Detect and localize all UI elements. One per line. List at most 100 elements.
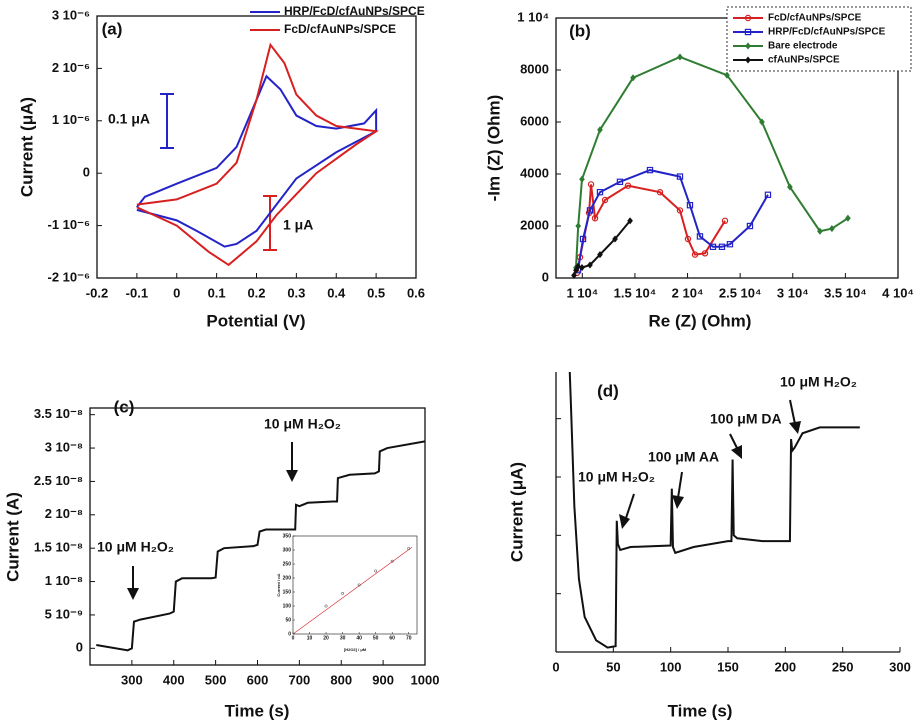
annotation: 10 μM H₂O₂ (780, 374, 857, 390)
y-tick-label: 4000 (520, 165, 549, 180)
x-tick-label: 40 (356, 635, 362, 641)
data-point (624, 182, 632, 189)
series-line (96, 440, 425, 652)
x-tick-label: 3.5 10⁴ (824, 285, 867, 300)
x-axis-title: Re (Z) (Ohm) (649, 311, 752, 330)
data-point (591, 214, 599, 222)
x-tick-label: 70 (406, 635, 412, 641)
x-tick-label: 150 (717, 659, 739, 674)
data-point (390, 559, 394, 563)
x-tick-label: 300 (889, 659, 911, 674)
data-point (656, 188, 664, 196)
y-tick-label: 5 10⁻⁹ (45, 606, 83, 621)
y-tick-label: 2000 (520, 217, 549, 232)
y-axis-title: Current (μA) (507, 462, 526, 562)
data-point (324, 604, 328, 608)
panel-label: (c) (114, 397, 135, 416)
series-line (136, 42, 379, 267)
x-tick-label: 0 (173, 285, 180, 300)
data-point (724, 71, 730, 79)
data-point (696, 233, 704, 240)
data-point (575, 262, 581, 270)
x-tick-label: 1000 (411, 672, 440, 687)
x-tick-label: 0.3 (287, 285, 305, 300)
y-tick-label: 100 (283, 603, 292, 609)
scale-bar (160, 93, 174, 149)
legend-marker (744, 14, 752, 22)
annotation: 10 μM H₂O₂ (578, 469, 655, 485)
data-point (573, 266, 579, 274)
data-point (701, 250, 709, 257)
y-tick-label: 3 10⁻⁶ (52, 7, 90, 22)
series-line (568, 372, 860, 649)
y-tick-label: 150 (283, 589, 292, 595)
y-tick-label: 3.5 10⁻⁸ (34, 406, 83, 421)
y-axis-title: Current (μA) (17, 97, 36, 197)
legend-label: FcD/cfAuNPs/SPCE (284, 22, 396, 36)
y-axis-title: Current / nA (276, 573, 281, 596)
data-point (691, 251, 699, 258)
y-tick-label: 350 (283, 533, 292, 539)
data-point (597, 126, 603, 134)
x-tick-label: 50 (606, 659, 620, 674)
data-point (341, 591, 345, 595)
legend-label: cfAuNPs/SPCE (768, 55, 840, 66)
x-tick-label: 30 (340, 635, 346, 641)
annotation: 100 μM AA (648, 449, 719, 465)
data-point (587, 261, 593, 269)
data-point (726, 241, 734, 248)
y-tick-label: -2 10⁻⁶ (48, 269, 90, 284)
panel-label: (d) (597, 381, 619, 400)
series-line (293, 546, 413, 634)
data-point (579, 264, 585, 272)
x-tick-label: -0.1 (126, 285, 148, 300)
legend-marker (745, 42, 751, 50)
y-tick-label: 2.5 10⁻⁸ (34, 473, 83, 488)
x-tick-label: 50 (373, 635, 379, 641)
x-tick-label: 2.5 10⁴ (719, 285, 762, 300)
data-point (721, 217, 729, 224)
y-tick-label: 2 10⁻⁸ (45, 506, 83, 521)
x-tick-label: 0 (292, 635, 295, 641)
y-tick-label: 3 10⁻⁸ (45, 439, 83, 454)
x-tick-label: 0.6 (407, 285, 425, 300)
x-tick-label: 600 (247, 672, 269, 687)
plot-frame (292, 535, 418, 635)
data-point (596, 189, 604, 196)
data-point (677, 53, 683, 61)
y-axis-title: -Im (Z) (Ohm) (484, 95, 503, 202)
data-point (627, 217, 633, 225)
y-tick-label: 0 (288, 631, 291, 637)
legend-label: HRP/FcD/cfAuNPs/SPCE (284, 4, 425, 18)
x-tick-label: 2 10⁴ (672, 285, 704, 300)
data-point (845, 214, 851, 222)
legend-label: FcD/cfAuNPs/SPCE (768, 13, 862, 24)
data-point (407, 547, 411, 551)
y-tick-label: 250 (283, 561, 292, 567)
annotation: 100 μM DA (710, 411, 782, 427)
x-axis-title: Potential (V) (206, 311, 305, 330)
x-tick-label: 10 (307, 635, 313, 641)
y-tick-label: 300 (283, 547, 292, 553)
data-point (709, 243, 717, 250)
x-tick-label: 4 10⁴ (882, 285, 914, 300)
x-tick-label: 0 (552, 659, 559, 674)
x-tick-label: 60 (389, 635, 395, 641)
data-point (579, 175, 585, 183)
y-tick-label: 50 (285, 617, 291, 623)
series-line (136, 74, 378, 248)
panel-label: (a) (102, 19, 123, 38)
data-point (630, 74, 636, 82)
x-axis-title: [H2O2] / μM (344, 647, 367, 652)
y-tick-label: 1.5 10⁻⁸ (34, 540, 83, 555)
data-point (374, 569, 378, 573)
x-tick-label: 400 (163, 672, 185, 687)
legend-label: Bare electrode (768, 41, 838, 52)
y-tick-label: 0 (76, 640, 83, 655)
x-tick-label: 0.5 (367, 285, 385, 300)
x-tick-label: 900 (372, 672, 394, 687)
data-point (575, 222, 582, 230)
data-point (764, 191, 772, 198)
